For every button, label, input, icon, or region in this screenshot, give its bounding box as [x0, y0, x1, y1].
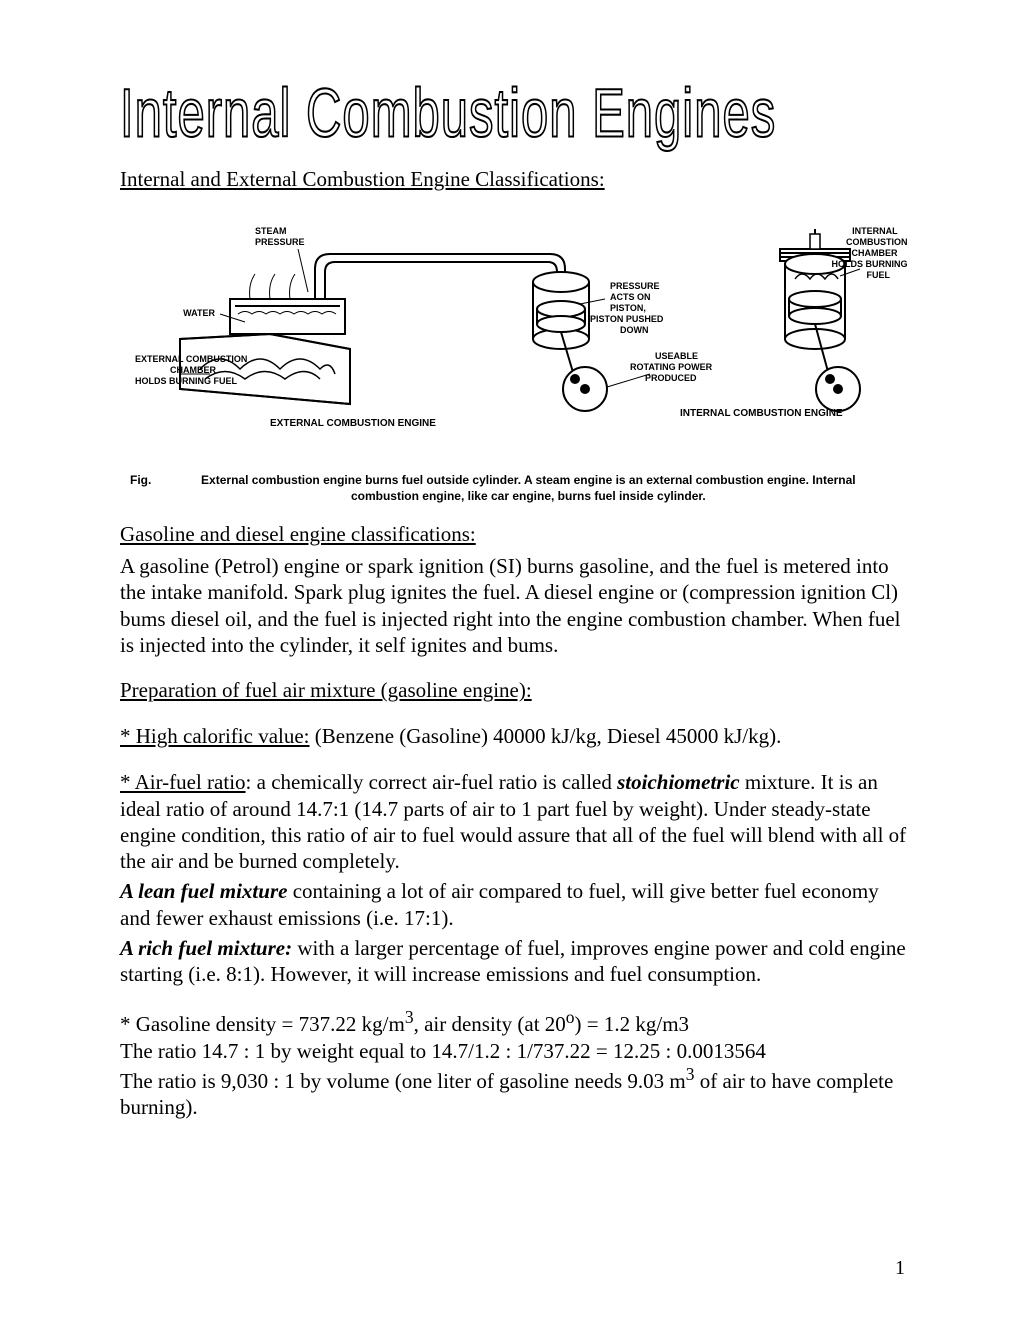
density-line2: The ratio 14.7 : 1 by weight equal to 14… — [120, 1039, 766, 1063]
label-steam-pressure: STEAM PRESSURE — [255, 226, 305, 247]
airfuel-label: * Air-fuel ratio — [120, 770, 246, 794]
engine-diagram: STEAM PRESSURE WATER EXTERNAL COMBUSTION… — [120, 204, 910, 508]
density-line1b: , air density (at 20 — [414, 1012, 566, 1036]
paragraph-calorific: * High calorific value: (Benzene (Gasoli… — [120, 723, 910, 749]
label-int-engine: INTERNAL COMBUSTION ENGINE — [680, 408, 843, 419]
diagram-caption: Fig. External combustion engine burns fu… — [120, 469, 910, 508]
figure-caption-text: External combustion engine burns fuel ou… — [173, 473, 883, 504]
combustion-engine-diagram-svg: STEAM PRESSURE WATER EXTERNAL COMBUSTION… — [120, 204, 910, 464]
density-line3a: The ratio is 9,030 : 1 by volume (one li… — [120, 1069, 686, 1093]
lean-label: A lean fuel mixture — [120, 879, 287, 903]
paragraph-air-fuel: * Air-fuel ratio: a chemically correct a… — [120, 769, 910, 874]
label-useable-power: USEABLE ROTATING POWER PRODUCED — [630, 351, 715, 383]
density-line1c: ) = 1.2 kg/m3 — [575, 1012, 690, 1036]
section-heading-preparation: Preparation of fuel air mixture (gasolin… — [120, 678, 910, 703]
label-ext-engine: EXTERNAL COMBUSTION ENGINE — [270, 418, 436, 429]
paragraph-rich: A rich fuel mixture: with a larger perce… — [120, 935, 910, 988]
calorific-text: (Benzene (Gasoline) 40000 kJ/kg, Diesel … — [310, 724, 782, 748]
calorific-label: * High calorific value: — [120, 724, 310, 748]
paragraph-lean: A lean fuel mixture containing a lot of … — [120, 878, 910, 931]
figure-label: Fig. — [130, 473, 170, 489]
label-water: WATER — [183, 308, 215, 318]
airfuel-text1: : a chemically correct air-fuel ratio is… — [246, 770, 618, 794]
section-heading-gas-diesel: Gasoline and diesel engine classificatio… — [120, 522, 910, 547]
label-pressure-piston: PRESSURE ACTS ON PISTON, PISTON PUSHED D… — [590, 281, 666, 335]
density-line1a: * Gasoline density = 737.22 kg/m — [120, 1012, 405, 1036]
document-title: Internal Combustion Engines — [120, 75, 910, 153]
stoichiometric-term: stoichiometric — [617, 770, 740, 794]
rich-label: A rich fuel mixture: — [120, 936, 292, 960]
page-number: 1 — [895, 1257, 905, 1280]
paragraph-gas-diesel: A gasoline (Petrol) engine or spark igni… — [120, 553, 910, 658]
section-heading-classifications: Internal and External Combustion Engine … — [120, 167, 910, 192]
paragraph-density: * Gasoline density = 737.22 kg/m3, air d… — [120, 1007, 910, 1120]
